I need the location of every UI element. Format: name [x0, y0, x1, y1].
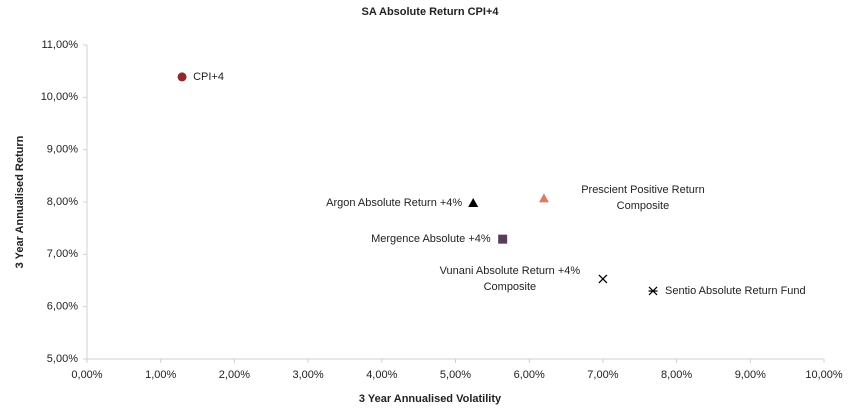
point-label: CPI+4	[193, 70, 224, 83]
y-tick-label: 9,00%	[47, 144, 78, 156]
point-label: Sentio Absolute Return Fund	[665, 284, 806, 297]
x-tick-label: 2,00%	[219, 369, 250, 381]
point	[498, 234, 508, 244]
x-tick-label: 10,00%	[805, 369, 843, 381]
chart-title: SA Absolute Return CPI+4	[361, 6, 499, 18]
x-tick-label: 3,00%	[292, 369, 323, 381]
point-label: Argon Absolute Return +4%	[326, 197, 463, 210]
x-tick-label: 0,00%	[71, 369, 102, 381]
x-tick-label: 6,00%	[514, 369, 545, 381]
point-label: Vunani Absolute Return +4% Composite	[439, 264, 581, 293]
x-tick-label: 8,00%	[661, 369, 692, 381]
y-tick-label: 5,00%	[47, 353, 78, 365]
x-tick-label: 9,00%	[735, 369, 766, 381]
x-axis-title: 3 Year Annualised Volatility	[359, 393, 502, 405]
x-tick-label: 5,00%	[440, 369, 471, 381]
x-tick-label: 1,00%	[145, 369, 176, 381]
y-tick-label: 11,00%	[42, 39, 79, 51]
y-tick-label: 7,00%	[47, 248, 78, 260]
y-axis-title: 3 Year Annualised Return	[14, 135, 26, 268]
point	[648, 286, 658, 296]
point	[538, 193, 549, 203]
y-tick-label: 6,00%	[47, 301, 78, 313]
y-tick-label: 8,00%	[47, 196, 78, 208]
point-label: Prescient Positive Return Composite	[581, 184, 705, 213]
point-label: Mergence Absolute +4%	[371, 233, 491, 246]
point	[468, 198, 479, 208]
y-tick-label: 10,00%	[41, 91, 79, 103]
x-tick-label: 4,00%	[366, 369, 397, 381]
x-tick-label: 7,00%	[587, 369, 618, 381]
point	[177, 72, 187, 82]
point	[598, 274, 608, 284]
